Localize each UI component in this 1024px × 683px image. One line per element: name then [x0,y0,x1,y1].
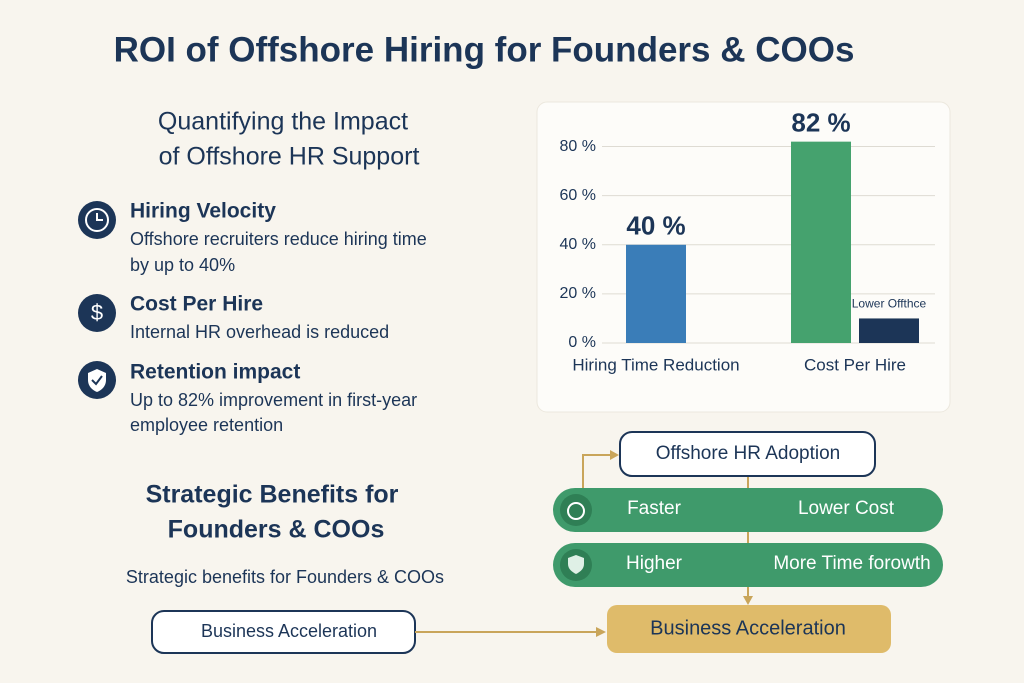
x-tick-label: Cost Per Hire [804,355,906,374]
item-text: Internal HR overhead is reduced [130,322,389,342]
icon [568,555,584,574]
flow-label: Business Acceleration [650,617,846,639]
item-title: Hiring Velocity [130,200,276,223]
impact-heading: of Offshore HR Support [159,143,420,171]
title: ROI of Offshore Hiring for Founders & CO… [114,30,855,69]
flow-label: Lower Cost [798,498,895,519]
arrowhead [596,627,606,637]
y-tick-label: 0 % [568,334,596,351]
flow-label: Faster [627,498,682,519]
y-tick-label: 40 % [560,236,596,253]
button-label[interactable]: Business Acceleration [201,621,377,641]
item-text: employee retention [130,415,283,435]
bar-annotation: Lower Offthce [852,297,927,311]
flow-row [553,488,943,532]
item-text: Up to 82% improvement in first-year [130,390,417,410]
arrowhead [610,450,619,460]
y-tick-label: 80 % [560,138,596,155]
icon [560,494,592,526]
item-text: Offshore recruiters reduce hiring time [130,229,427,249]
icon: $ [78,294,116,332]
bar [791,141,851,343]
benefits-subtext: Strategic benefits for Founders & COOs [126,567,444,587]
bar [859,318,919,343]
flow-result [607,605,891,653]
flow-label: More Time forowth [773,553,930,574]
y-tick-label: 60 % [560,187,596,204]
item-title: Retention impact [130,361,300,384]
connector [582,454,612,488]
value-label: 40 % [626,211,685,241]
x-tick-label: Hiring Time Reduction [572,355,739,374]
flow-node [619,431,876,477]
value-label: 82 % [791,108,850,138]
flow-row [553,543,943,587]
flow-label: Higher [626,553,683,574]
y-tick-label: 20 % [560,285,596,302]
benefits-heading: Strategic Benefits for [146,481,399,509]
icon [78,201,116,239]
flow-label: Offshore HR Adoption [656,443,840,464]
icon [78,361,116,399]
impact-heading: Quantifying the Impact [158,108,408,136]
benefits-heading: Founders & COOs [168,516,385,544]
arrowhead [743,596,753,605]
item-title: Cost Per Hire [130,293,263,316]
bar [626,244,686,343]
chart: 0 % 20 % 40 % 60 % 80 % Hiring Time Reduction… [560,108,935,374]
icon [567,502,585,520]
item-text: by up to 40% [130,255,235,275]
svg-text:$: $ [91,300,103,325]
